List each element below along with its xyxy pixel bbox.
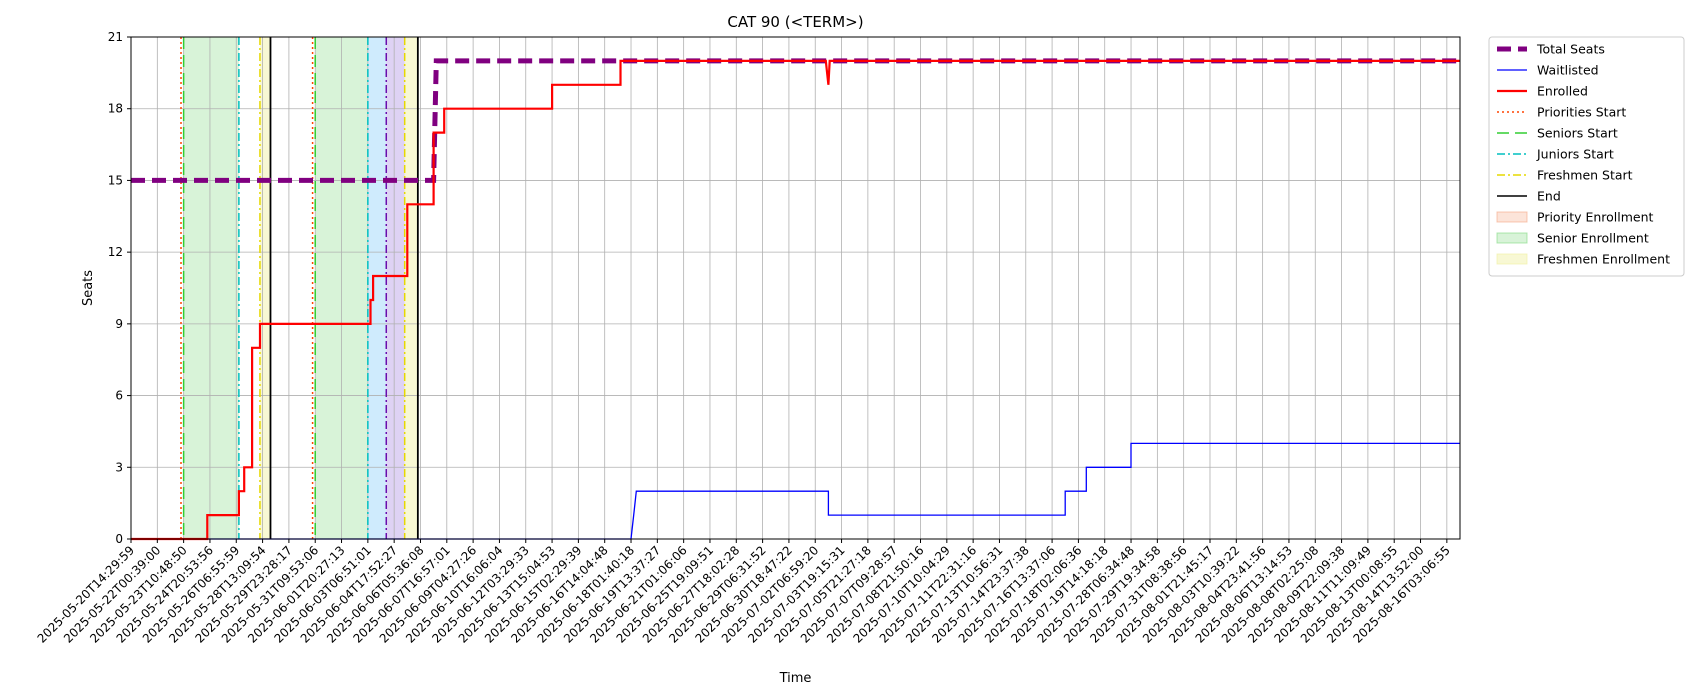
chart-title: CAT 90 (<TERM>) (727, 13, 863, 31)
x-axis-ticks: 2025-05-20T14:29:592025-05-22T00:39:0020… (35, 539, 1453, 646)
y-tick-label: 6 (115, 389, 123, 403)
plot-frame (130, 36, 1461, 540)
y-tick-label: 12 (108, 245, 123, 259)
legend-label: Enrolled (1537, 84, 1588, 99)
series-line-1 (131, 442, 1460, 540)
y-axis-ticks: 0 3 6 9 12 15 18 21 (108, 30, 131, 546)
legend-label: Freshmen Start (1537, 168, 1633, 183)
y-tick-label: 0 (115, 532, 123, 546)
y-tick-label: 21 (108, 30, 123, 44)
legend-label: Total Seats (1536, 42, 1605, 57)
y-tick-label: 15 (108, 173, 123, 187)
legend-label: Priority Enrollment (1537, 210, 1654, 225)
legend-label: Waitlisted (1537, 63, 1599, 78)
y-tick-label: 9 (115, 317, 123, 331)
legend-box (1488, 36, 1685, 277)
legend-label: Priorities Start (1537, 105, 1626, 120)
legend: Total Seats Waitlisted Enrolled Priorities … (1488, 36, 1685, 277)
y-axis-title: Seats (81, 270, 96, 306)
y-tick-label: 18 (108, 102, 123, 116)
legend-label: Seniors Start (1537, 126, 1618, 141)
legend-swatch (1496, 211, 1528, 223)
legend-label: Juniors Start (1536, 147, 1614, 162)
region-2-0 (367, 37, 387, 539)
region-4-1 (404, 37, 418, 539)
legend-label: End (1537, 189, 1561, 204)
legend-swatch (1496, 232, 1528, 244)
region-4-0 (259, 37, 271, 539)
series-line-2 (131, 59, 1460, 541)
data-series (131, 58, 1460, 541)
legend-label: Senior Enrollment (1537, 231, 1649, 246)
x-axis-title: Time (779, 671, 812, 686)
region-1-0 (183, 37, 239, 539)
enrollment-regions (183, 37, 418, 539)
legend-label: Freshmen Enrollment (1537, 252, 1670, 267)
region-3-0 (386, 37, 405, 539)
legend-swatch (1496, 253, 1528, 265)
y-tick-label: 3 (115, 460, 123, 474)
period-markers (180, 37, 419, 539)
